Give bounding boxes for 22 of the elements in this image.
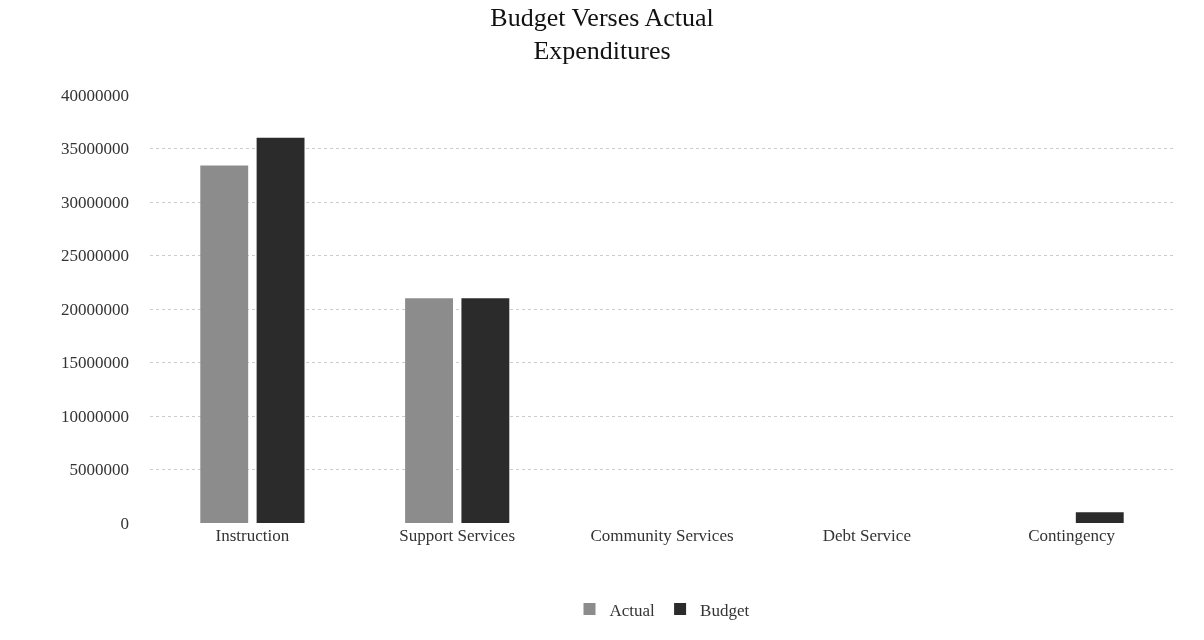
x-tick-label: Debt Service bbox=[822, 526, 911, 545]
x-tick-label: Instruction bbox=[215, 526, 290, 545]
y-tick-label: 5000000 bbox=[69, 460, 129, 480]
chart-title: Budget Verses Actual Expenditures bbox=[490, 2, 714, 66]
y-tick-label: 0 bbox=[120, 513, 129, 533]
y-tick-label: 40000000 bbox=[61, 85, 129, 105]
bar bbox=[405, 298, 453, 523]
bar bbox=[461, 298, 510, 523]
legend-label: Actual bbox=[609, 600, 656, 620]
bar bbox=[200, 165, 249, 523]
y-tick-label: 30000000 bbox=[61, 192, 129, 212]
y-tick-label: 20000000 bbox=[61, 299, 129, 319]
bar bbox=[1075, 512, 1124, 523]
legend-label: Budget bbox=[700, 600, 750, 620]
bar bbox=[256, 137, 305, 523]
y-tick-label: 10000000 bbox=[61, 406, 129, 426]
y-tick-label: 15000000 bbox=[61, 353, 129, 373]
y-tick-label: 25000000 bbox=[61, 246, 129, 266]
x-tick-label: Community Services bbox=[590, 526, 734, 545]
y-tick-label: 35000000 bbox=[61, 139, 129, 159]
x-tick-label: Contingency bbox=[1028, 526, 1116, 545]
x-tick-label: Support Services bbox=[399, 526, 516, 545]
